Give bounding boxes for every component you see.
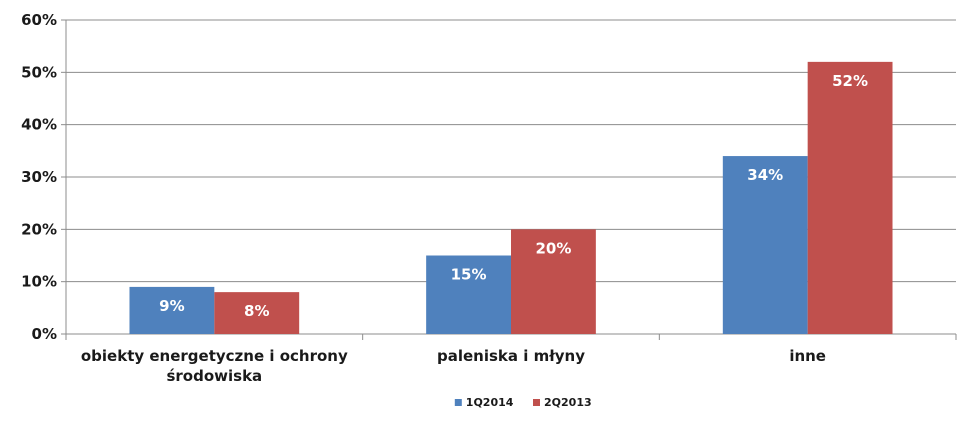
y-tick-label: 50% [21,63,57,81]
y-tick-label: 30% [21,168,57,186]
legend-label: 2Q2013 [544,396,592,409]
y-tick-label: 0% [32,325,57,343]
legend-swatch [533,399,540,406]
data-label: 9% [159,297,184,315]
y-tick-label: 10% [21,273,57,291]
bar [129,286,215,334]
x-category-label: środowiska [166,367,262,385]
bar [511,229,596,334]
data-label: 34% [747,166,783,184]
x-category-label: obiekty energetyczne i ochrony [81,347,348,365]
data-label: 8% [244,302,269,320]
y-tick-label: 40% [21,116,57,134]
y-tick-label: 20% [21,220,57,238]
data-label: 52% [832,72,868,90]
bar [214,292,300,334]
legend-swatch [454,399,462,406]
x-category-label: inne [789,347,826,365]
data-label: 15% [451,266,487,284]
x-category-label: paleniska i młyny [437,347,585,365]
bar [426,255,511,334]
y-tick-label: 60% [21,11,57,29]
bar [807,61,893,334]
bar [722,156,808,334]
data-label: 20% [535,239,571,257]
legend-label: 1Q2014 [466,396,514,409]
